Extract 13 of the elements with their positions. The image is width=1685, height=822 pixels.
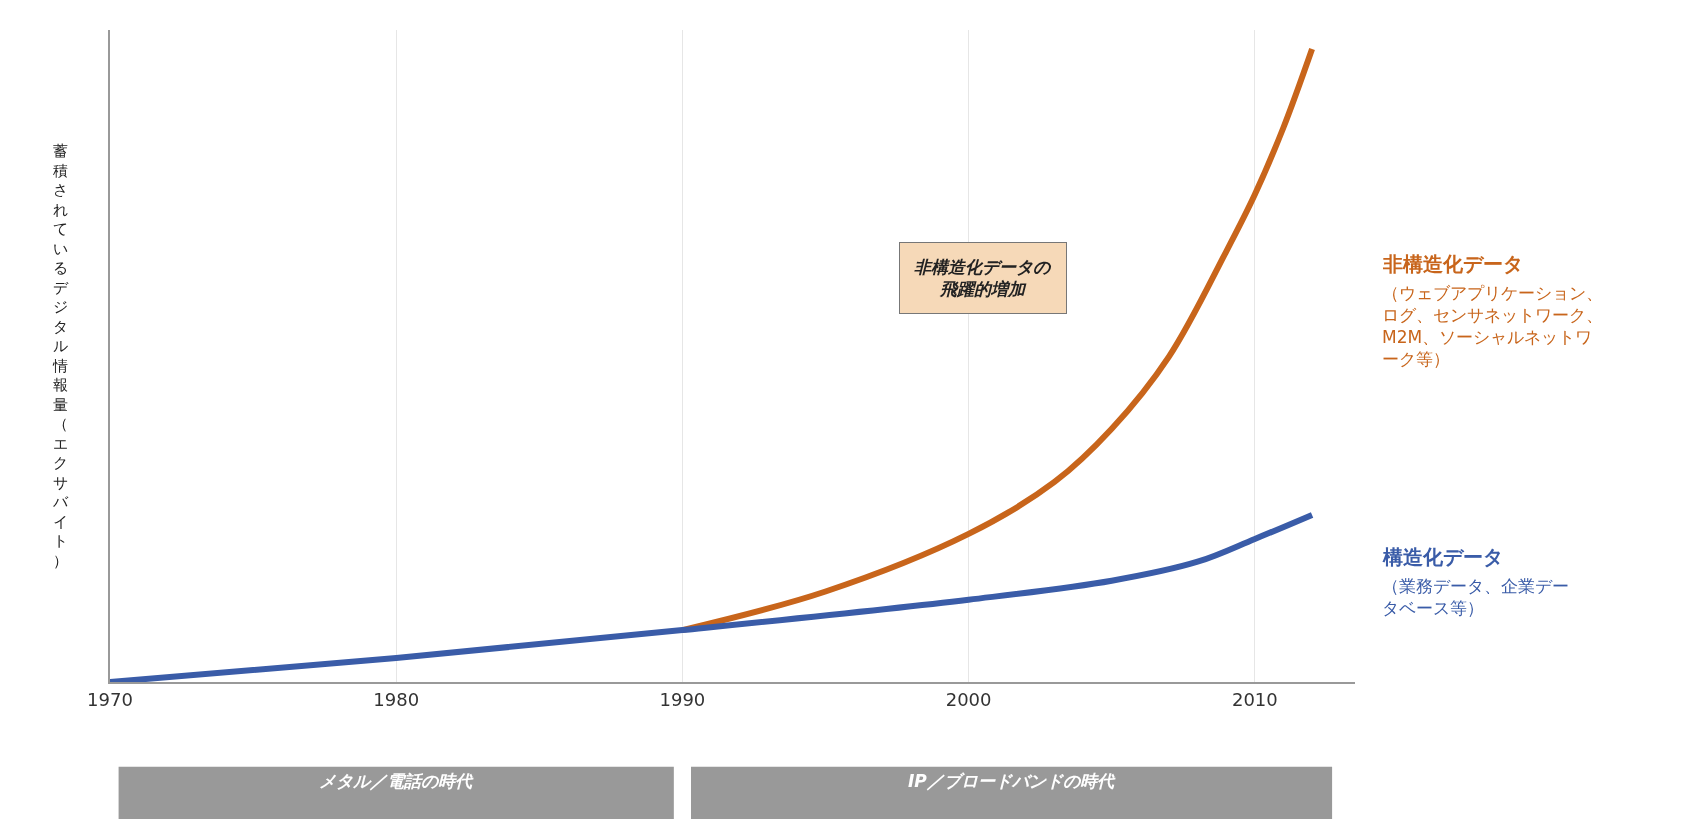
text: （業務データ、企業データベース等） [1382,576,1569,619]
x-tick-label: 1980 [373,688,420,710]
x-tick-label: 1990 [659,688,706,710]
text: IP／ブロードバンドの時代 [908,771,1116,791]
text: （ウェブアプリケーション、ログ、センサネットワーク、M2M、ソーシャルネットワーク等） [1382,283,1603,370]
x-tick-label: 2010 [1231,688,1278,710]
text: メタル／電話の時代 [319,771,474,791]
text: 非構造化データ [1382,252,1523,276]
text: 構造化データ [1382,545,1503,569]
text: 蓄積されているデジタル情報量（エクサバイト） [53,142,68,570]
x-tick-label: 2000 [945,688,992,710]
annotation: 非構造化データの飛躍的増加 [914,257,1052,300]
x-tick-label: 1970 [87,688,133,710]
